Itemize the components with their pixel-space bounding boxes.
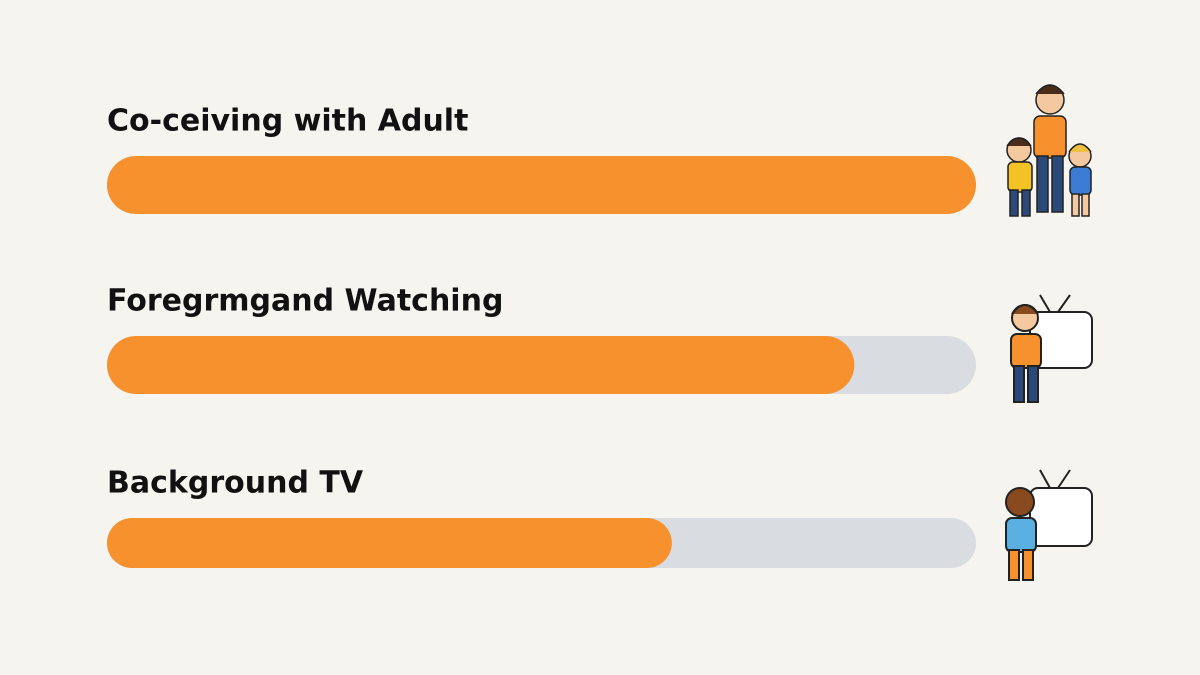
bar — [107, 518, 672, 568]
background-tv-icon — [1005, 469, 1093, 581]
bar — [107, 156, 976, 214]
tv-watching-icon — [1010, 294, 1093, 403]
bar-label: Co-ceiving with Adult — [107, 104, 468, 139]
bar-label: Background TV — [107, 466, 364, 501]
family-icon — [1006, 84, 1092, 217]
bar — [107, 336, 855, 394]
bar-label: Foregrmgand Watching — [107, 284, 503, 319]
